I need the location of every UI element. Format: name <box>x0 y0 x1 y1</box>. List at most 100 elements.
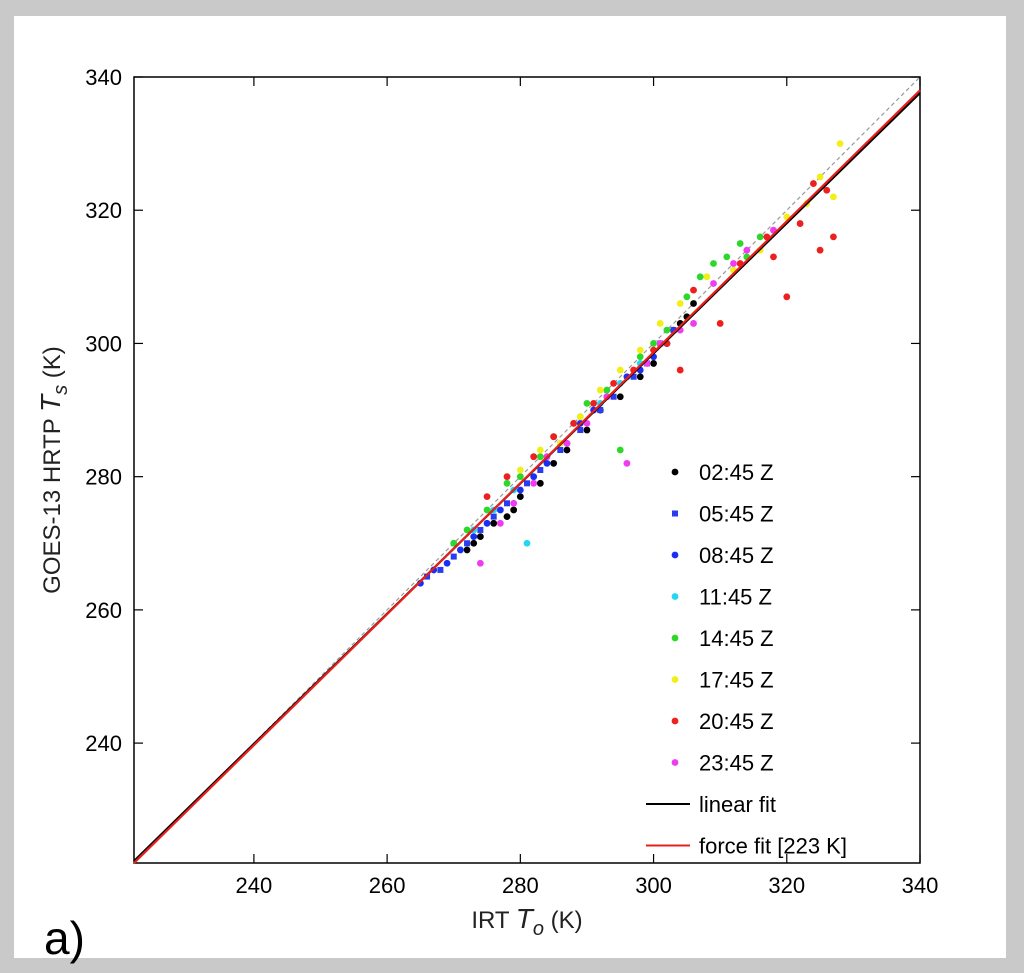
data-point-series-6 <box>590 399 598 407</box>
y-tick-label: 240 <box>85 731 122 756</box>
data-point-series-1 <box>557 447 564 454</box>
data-point-series-6 <box>550 433 558 441</box>
data-point-series-6 <box>810 180 817 187</box>
legend-label-series-4: 14:45 Z <box>699 626 774 651</box>
data-point-series-2 <box>470 533 478 541</box>
y-axis-label-unit: (K) <box>39 346 66 385</box>
legend-marker-series-4 <box>671 634 679 642</box>
data-point-series-5 <box>836 140 844 148</box>
y-tick-label: 280 <box>85 465 122 490</box>
panel-label: a) <box>44 912 85 964</box>
legend-label-series-1: 05:45 Z <box>699 502 774 527</box>
data-point-series-0 <box>583 426 591 434</box>
legend-marker-series-1 <box>672 510 678 517</box>
x-axis-label-prefix: IRT <box>471 907 515 934</box>
fit-line-1 <box>133 89 921 864</box>
data-point-series-5 <box>576 413 584 421</box>
data-point-series-4 <box>650 340 657 347</box>
fit-lines-group <box>133 89 921 864</box>
data-point-series-6 <box>610 380 617 387</box>
data-point-series-6 <box>503 473 511 481</box>
data-point-series-5 <box>636 346 644 354</box>
data-point-series-7 <box>496 519 504 527</box>
data-point-series-1 <box>464 540 471 547</box>
data-point-series-1 <box>450 553 457 560</box>
y-axis-label: GOES-13 HRTP Ts (K) <box>35 346 72 594</box>
legend-label-series-7: 23:45 Z <box>699 751 774 776</box>
x-tick-label: 240 <box>236 873 273 898</box>
data-point-series-5 <box>676 300 684 307</box>
data-point-series-4 <box>603 386 611 394</box>
data-point-series-4 <box>756 233 764 241</box>
y-axis-label-prefix: GOES-13 HRTP <box>39 412 66 594</box>
data-point-series-1 <box>490 513 497 520</box>
x-axis-ticks: 240 260 280 300 320 340 <box>236 77 938 898</box>
legend-label-fit-0: linear fit <box>699 792 776 817</box>
data-point-series-6 <box>530 453 538 461</box>
figure-frame: 240 260 280 300 320 340 240 260 280 300 320 340 IR… <box>14 16 1006 964</box>
data-point-series-5 <box>516 466 524 474</box>
legend-label-series-6: 20:45 Z <box>699 709 774 734</box>
data-point-series-5 <box>616 366 624 374</box>
y-tick-label: 320 <box>85 198 122 223</box>
data-point-series-4 <box>483 506 491 514</box>
x-tick-label: 260 <box>369 873 406 898</box>
data-point-series-6 <box>716 320 724 327</box>
data-point-series-2 <box>430 566 438 574</box>
data-point-series-6 <box>676 366 684 374</box>
data-point-series-0 <box>536 479 544 487</box>
data-point-series-1 <box>630 373 637 380</box>
data-point-series-1 <box>424 573 431 580</box>
x-axis-label: IRT To (K) <box>471 903 582 940</box>
x-tick-label: 300 <box>635 873 672 898</box>
data-point-series-0 <box>616 393 624 401</box>
legend-marker-series-3 <box>671 593 679 600</box>
data-point-series-1 <box>504 500 511 507</box>
data-point-series-5 <box>536 446 544 454</box>
data-point-series-1 <box>670 327 677 334</box>
y-axis-label-symbol: T <box>35 393 66 412</box>
legend-label-series-3: 11:45 Z <box>699 585 772 610</box>
legend: 02:45 Z 05:45 Z 08:45 Z 11:45 Z 14:45 Z 17:45… <box>646 460 847 859</box>
legend-marker-series-5 <box>671 676 679 683</box>
data-point-series-6 <box>570 419 578 427</box>
data-point-series-6 <box>830 233 837 241</box>
data-point-series-4 <box>663 326 671 334</box>
legend-label-series-5: 17:45 Z <box>699 668 774 693</box>
data-point-series-0 <box>636 373 644 381</box>
data-point-series-5 <box>656 320 664 327</box>
data-point-series-4 <box>463 526 471 534</box>
scatter-chart: 240 260 280 300 320 340 240 260 280 300 320 340 IR… <box>35 65 938 940</box>
data-point-series-5 <box>703 273 711 281</box>
data-point-series-1 <box>477 526 484 533</box>
data-point-series-4 <box>583 399 591 407</box>
y-tick-label: 260 <box>85 598 122 623</box>
data-point-series-7 <box>583 419 591 427</box>
data-point-series-0 <box>503 513 511 521</box>
data-point-series-6 <box>816 246 824 254</box>
data-point-series-0 <box>516 493 524 501</box>
data-point-series-7 <box>730 260 737 267</box>
data-point-series-4 <box>696 273 704 281</box>
x-axis-label-symbol: T <box>516 903 535 934</box>
data-point-series-2 <box>483 519 491 527</box>
data-point-series-4 <box>723 253 731 261</box>
data-point-series-7 <box>623 459 631 467</box>
x-axis-label-subscript: o <box>533 918 544 940</box>
data-point-series-2 <box>543 459 551 467</box>
data-point-series-7 <box>690 320 697 327</box>
y-axis-label-subscript: s <box>50 385 72 395</box>
y-tick-label: 300 <box>85 331 122 356</box>
data-point-series-5 <box>830 193 837 201</box>
data-point-series-1 <box>537 467 544 473</box>
legend-label-series-0: 02:45 Z <box>699 460 774 485</box>
legend-marker-series-7 <box>671 759 679 766</box>
data-point-series-4 <box>736 240 744 247</box>
data-point-series-4 <box>516 473 524 481</box>
data-point-series-1 <box>610 393 617 400</box>
data-point-series-1 <box>524 480 530 487</box>
data-point-series-4 <box>683 293 691 301</box>
data-point-series-7 <box>530 479 538 487</box>
x-tick-label: 320 <box>768 873 805 898</box>
data-point-series-7 <box>743 246 751 254</box>
